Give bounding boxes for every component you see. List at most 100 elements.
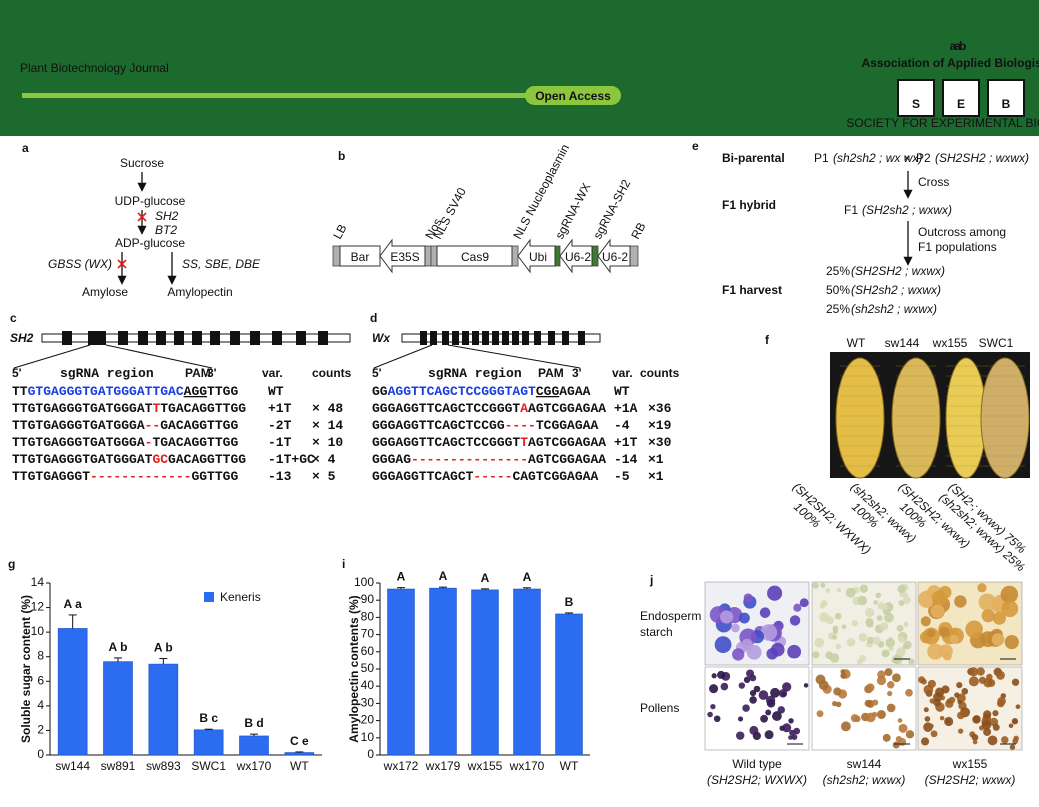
harvest-genotype: (sh2sh2 ; wxwx) (851, 302, 937, 316)
sequence: GGGAGGTTCAGCTCCGGGTTAGTCGGAGAA (372, 435, 606, 450)
granule (816, 710, 824, 718)
sequence-segment: GGGAGGTTCAGCTCCGG (372, 418, 505, 433)
seb-box (942, 79, 980, 117)
panel-letter: d (370, 311, 377, 325)
x-tick-label: wx172 (383, 759, 419, 773)
x-tick-label: wx179 (425, 759, 461, 773)
granule (930, 604, 945, 619)
granule (732, 648, 745, 661)
granule (793, 603, 802, 612)
granule (866, 636, 875, 644)
corn-ear (891, 357, 941, 479)
sequence-segment: GG (372, 384, 388, 399)
granule (772, 711, 782, 721)
sequence: GGGAGGTTCAGCTCCGGGTAAGTCGGAGAA (372, 401, 606, 416)
granule (954, 692, 960, 698)
harvest-ratio: 25% (826, 264, 850, 278)
y-tick-label: 40 (361, 678, 375, 692)
y-tick-label: 0 (367, 747, 374, 761)
edit-header: 5' (12, 366, 22, 380)
granule (717, 670, 726, 679)
sequence: GGAGGTTCAGCTCCGGGTAGTCGGAGAA (372, 384, 591, 399)
sequence-segment: AGTCGGAGAA (528, 452, 606, 467)
sequence-segment: T (152, 401, 160, 416)
sequence-segment: GACAGGTTGG (160, 418, 238, 433)
sequence-segment: -- (145, 418, 161, 433)
promoter-arrow (559, 238, 593, 274)
variant: -1T+GC (268, 452, 315, 467)
exon (296, 331, 306, 345)
granule (997, 696, 1006, 706)
construct-element: E35S (390, 250, 419, 264)
granule (898, 636, 905, 643)
y-tick-label: 60 (361, 644, 375, 658)
granule (819, 612, 830, 623)
open-access-badge: Open Access (535, 89, 611, 103)
block-mark (117, 259, 127, 269)
significance-label: B c (199, 711, 218, 725)
variant: +1T (614, 435, 638, 450)
exon (96, 331, 106, 345)
sequence-segment: GACAGGTTGG (168, 452, 246, 467)
sequence-segment: TTGG (207, 384, 238, 399)
sequence-segment: TCGGAGAA (536, 418, 599, 433)
granule (938, 585, 952, 599)
panel-letter: c (10, 311, 17, 325)
bar (103, 661, 133, 756)
granule (767, 585, 783, 601)
column-genotype: (sh2sh2; wxwx) (823, 773, 906, 787)
parent-name: P1 (814, 151, 829, 165)
granule (829, 653, 840, 663)
granule (930, 730, 938, 738)
exon (492, 331, 499, 345)
construct-element: Bar (351, 250, 370, 264)
bar (429, 587, 457, 756)
row-label: starch (640, 625, 673, 639)
promoter-arrow (597, 238, 631, 274)
sequence-segment: GGGAGGTTCAGCT (372, 469, 474, 484)
y-tick-label: 8 (37, 649, 44, 663)
construct-site-label: NLS SV40 (430, 185, 469, 241)
significance-label: A (481, 571, 490, 585)
sequence: TTGTGAGGGTGATGGGA--GACAGGTTGG (12, 418, 238, 433)
parent-name: P2 (916, 151, 931, 165)
granule (714, 636, 732, 654)
granule (905, 730, 915, 739)
corn-ear (835, 357, 885, 479)
granule (945, 718, 951, 724)
granule (1015, 704, 1021, 710)
granule (788, 735, 793, 740)
granule (707, 711, 713, 718)
zoom-line (105, 344, 213, 369)
edit-header: counts (312, 366, 352, 380)
bar (471, 589, 499, 756)
variant: -2T (268, 418, 292, 433)
granule (903, 621, 909, 627)
sequence-segment: CGG (536, 384, 560, 399)
zoom-line (373, 344, 433, 369)
granule (905, 688, 913, 697)
exon (442, 331, 449, 345)
construct-site (554, 245, 561, 267)
read-count: × 14 (312, 418, 343, 433)
variant: -14 (614, 452, 638, 467)
row-label: Endosperm (640, 609, 701, 623)
bar (57, 628, 88, 756)
sequence-segment: AGTCGGAGAA (528, 401, 606, 416)
granule (840, 672, 847, 679)
granule (831, 634, 838, 640)
significance-label: A (397, 570, 406, 584)
granule (1011, 678, 1020, 686)
ear-label: WT (847, 336, 866, 350)
construct-site-label: sgRNA-SH2 (590, 177, 633, 242)
exon (62, 331, 72, 345)
exon (578, 331, 585, 345)
y-tick-label: 4 (37, 698, 44, 712)
construct-site (424, 245, 432, 267)
granule (866, 683, 875, 692)
read-count: × 48 (312, 401, 343, 416)
granule (749, 674, 757, 682)
panel-letter: b (338, 149, 345, 163)
granule (749, 689, 757, 697)
granule (876, 615, 883, 621)
